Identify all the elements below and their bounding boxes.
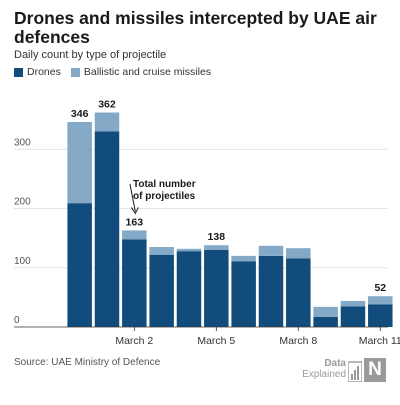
bar-missiles-9 xyxy=(313,306,338,317)
bar-missiles-3 xyxy=(149,247,174,255)
legend-swatch-drones xyxy=(14,67,23,77)
brand-text: Data Explained xyxy=(302,358,346,380)
bar-missiles-4 xyxy=(176,248,202,252)
chart-subtitle: Daily count by type of projectile xyxy=(14,49,167,61)
y-tick-label-0: 0 xyxy=(14,315,20,326)
annotation-arrowhead xyxy=(130,207,139,215)
legend: Drones Ballistic and cruise missiles xyxy=(14,66,221,78)
legend-label-drones: Drones xyxy=(27,66,61,78)
legend-swatch-missiles xyxy=(70,67,80,77)
annotation-line-1: Total number xyxy=(133,179,196,190)
bar-missiles-5 xyxy=(204,245,229,250)
y-tick-label-300: 300 xyxy=(14,137,31,148)
chart-title: Drones and missiles intercepted by UAE a… xyxy=(14,8,377,47)
legend-item-missiles: Ballistic and cruise missiles xyxy=(70,66,212,78)
bar-drones-1 xyxy=(94,131,120,327)
bar-drones-4 xyxy=(176,251,202,327)
bar-missiles-10 xyxy=(340,300,366,307)
data-label-11: 52 xyxy=(374,282,386,294)
bar-missiles-6 xyxy=(231,255,256,262)
bar-missiles-0 xyxy=(67,121,92,204)
data-label-0: 346 xyxy=(71,108,89,120)
bar-missiles-2 xyxy=(122,230,147,240)
annotation-arrow xyxy=(129,183,136,212)
brand-line2: Explained xyxy=(302,369,346,380)
bar-drones-8 xyxy=(286,258,311,327)
source-note: Source: UAE Ministry of Defence xyxy=(14,357,161,368)
annotation-line-2: of projectiles xyxy=(133,191,196,202)
bar-drones-6 xyxy=(231,261,256,327)
bar-drones-11 xyxy=(368,304,393,327)
bar-drones-7 xyxy=(258,255,284,327)
bar-missiles-1 xyxy=(94,112,120,132)
bar-drones-2 xyxy=(122,239,147,327)
x-tick-label-11: March 11 xyxy=(359,335,400,347)
brand-n-icon: N xyxy=(364,358,386,382)
bar-missiles-8 xyxy=(286,248,311,259)
brand-logo: Data Explained N xyxy=(302,356,386,386)
data-label-1: 362 xyxy=(98,99,116,111)
legend-item-drones: Drones xyxy=(14,66,61,78)
bar-missiles-7 xyxy=(258,245,284,256)
y-tick-label-100: 100 xyxy=(14,256,31,267)
brand-bars-icon xyxy=(348,361,362,382)
x-tick-label-2: March 2 xyxy=(115,335,153,347)
bar-drones-0 xyxy=(67,203,92,327)
legend-label-missiles: Ballistic and cruise missiles xyxy=(83,66,212,78)
bar-drones-10 xyxy=(340,306,366,327)
x-tick-label-8: March 8 xyxy=(279,335,317,347)
bar-drones-9 xyxy=(313,316,338,327)
bar-drones-3 xyxy=(149,254,174,327)
bar-drones-5 xyxy=(204,249,229,327)
y-tick-label-200: 200 xyxy=(14,197,31,208)
x-tick-label-5: March 5 xyxy=(197,335,235,347)
data-label-2: 163 xyxy=(126,216,144,228)
bar-missiles-11 xyxy=(368,296,393,305)
data-label-5: 138 xyxy=(208,231,226,243)
brand-line1: Data xyxy=(324,358,346,369)
